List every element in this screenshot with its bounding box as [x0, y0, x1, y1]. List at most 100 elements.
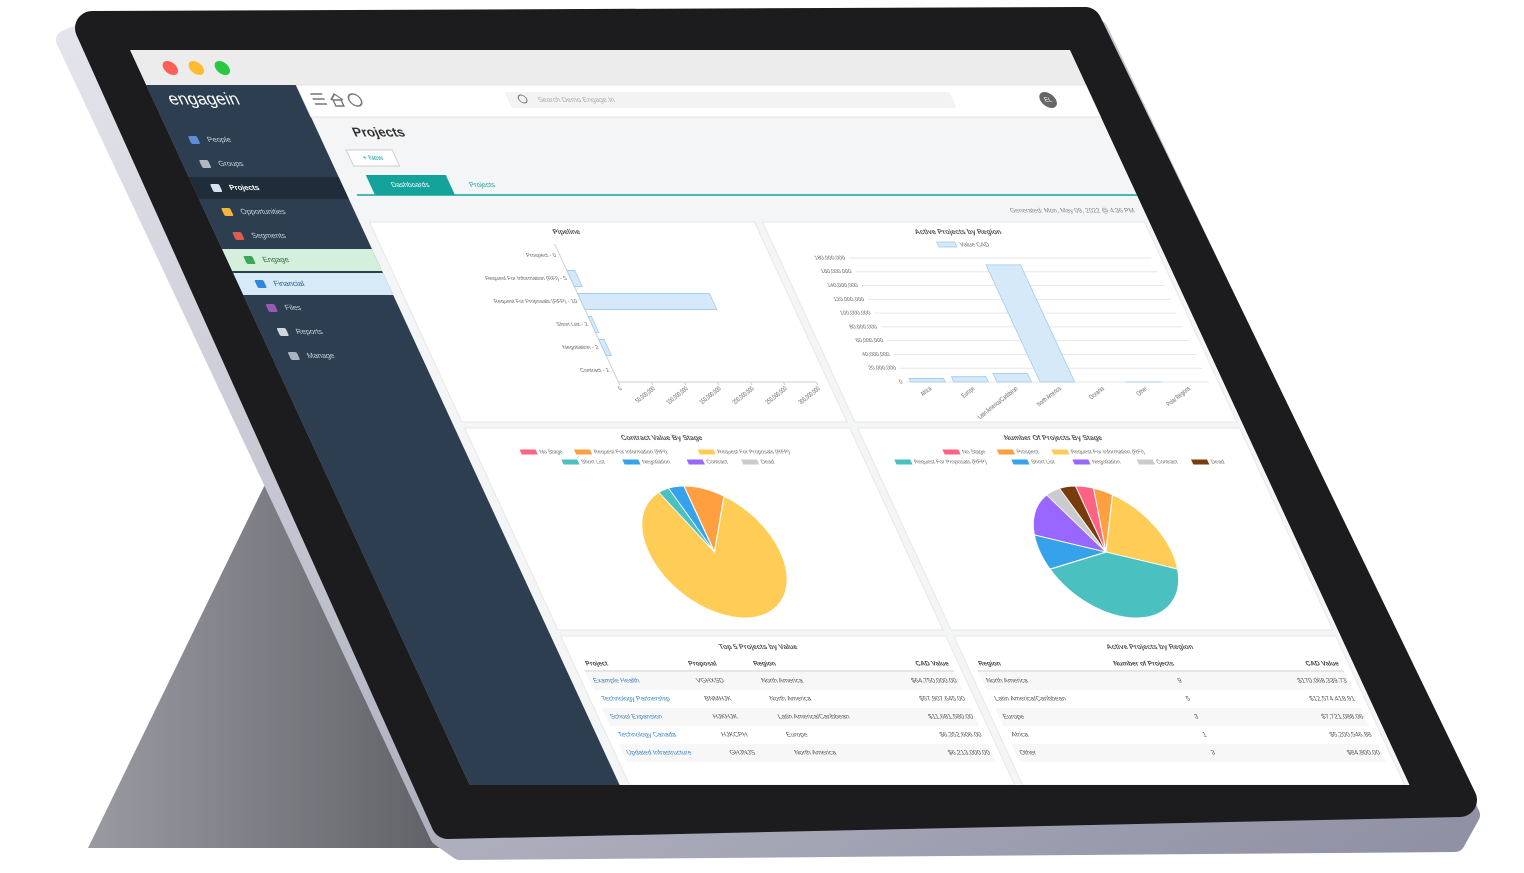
- y-tick-label: Contract - 2: [579, 368, 610, 374]
- column-header[interactable]: Region: [752, 661, 777, 668]
- x-tick: [617, 382, 621, 385]
- legend-swatch: [622, 459, 641, 465]
- bar: [566, 270, 583, 287]
- nav-item[interactable]: Segments: [250, 231, 288, 240]
- table-cell: Europe: [785, 732, 809, 739]
- table-cell: 1: [1201, 732, 1208, 739]
- table-cell: $5,200,546.88: [1329, 732, 1374, 739]
- nav-icon: [243, 256, 256, 264]
- search-icon: [517, 94, 528, 104]
- minimize-dot[interactable]: [186, 61, 206, 75]
- table-cell[interactable]: School Expansion: [609, 714, 664, 721]
- legend-swatch: [942, 449, 961, 455]
- search-box[interactable]: [504, 92, 957, 108]
- legend-swatch: [697, 449, 716, 455]
- column-header[interactable]: CAD Value: [914, 661, 950, 668]
- y-tick-label: 120,000,000: [833, 297, 866, 303]
- table-cell: 3: [1193, 714, 1200, 721]
- search-placeholder: Search Demo Engage.In: [536, 95, 617, 104]
- table-cell: 3: [1210, 750, 1217, 757]
- legend-swatch: [1072, 459, 1091, 465]
- column-header[interactable]: Proposal: [687, 661, 718, 668]
- nav-item[interactable]: Projects: [228, 183, 262, 192]
- legend-label: Request For Information (RFI): [1070, 450, 1146, 456]
- tab-label[interactable]: Projects: [468, 180, 498, 189]
- nav-item[interactable]: Engage: [261, 255, 291, 264]
- table-cell: 5: [1185, 696, 1192, 703]
- bar: [985, 264, 1076, 383]
- legend-label: Negotiation: [641, 460, 671, 466]
- legend-swatch: [519, 449, 538, 455]
- legend-swatch: [936, 241, 958, 248]
- y-tick-label: Prospect - 0: [525, 253, 557, 259]
- legend-swatch: [1051, 449, 1070, 455]
- app-window: engagein Search Demo Engage.In EL Projec…: [130, 50, 1410, 785]
- bar: [587, 316, 600, 333]
- pie-slice: [683, 486, 715, 552]
- tab-active[interactable]: [365, 175, 455, 195]
- close-dot[interactable]: [160, 61, 180, 75]
- legend-swatch: [561, 459, 580, 465]
- header-icons[interactable]: [309, 92, 364, 107]
- table-cell: North America: [985, 678, 1029, 685]
- table-cell: $6,352,606.00: [939, 732, 984, 739]
- legend-label: Contract: [706, 460, 730, 466]
- nav-item[interactable]: Manage: [305, 351, 337, 360]
- y-tick-label: 60,000,000: [855, 338, 885, 344]
- maximize-dot[interactable]: [212, 61, 232, 75]
- nav-item[interactable]: Opportunities: [239, 207, 288, 216]
- legend-label: No Stage: [539, 450, 564, 456]
- x-tick: [650, 382, 654, 385]
- x-tick-label: Other: [1136, 386, 1150, 398]
- legend-label: Short List: [580, 460, 606, 466]
- nav-icon: [254, 280, 267, 288]
- table-cell: HJKCPH: [720, 732, 749, 739]
- bar: [576, 293, 718, 310]
- nav-highlight: [233, 273, 394, 295]
- nav-icon: [232, 232, 245, 240]
- legend-label: Negotiation: [1091, 460, 1121, 466]
- table-cell[interactable]: Technology Canada: [617, 732, 678, 739]
- legend-label: Prospect: [1016, 450, 1041, 456]
- table-cell[interactable]: Example Health: [592, 678, 641, 685]
- column-header[interactable]: CAD Value: [1304, 661, 1340, 668]
- screen: engagein Search Demo Engage.In EL Projec…: [130, 50, 1410, 785]
- nav-item[interactable]: Files: [283, 303, 303, 312]
- table-cell: BNMHJK: [703, 696, 733, 703]
- nav-icon: [210, 184, 223, 192]
- table-cell[interactable]: Updated Infrastructure: [625, 750, 693, 757]
- table-cell: $64,750,000.00: [910, 678, 958, 685]
- column-header[interactable]: Region: [977, 661, 1002, 668]
- y-tick-label: Request For Information (RFI) - 5: [484, 276, 568, 282]
- table-title: Top 5 Projects by Value: [717, 642, 799, 651]
- table-cell: GHJNJS: [728, 750, 757, 757]
- new-button[interactable]: [345, 149, 401, 167]
- legend-label: Contract: [1156, 460, 1180, 466]
- table-title: Active Projects by Region: [1104, 642, 1195, 651]
- row-stripe: [978, 672, 1353, 690]
- stand: [88, 470, 450, 848]
- y-tick-label: 180,000,000: [814, 256, 847, 262]
- y-tick-label: 80,000,000: [848, 325, 878, 331]
- nav-item[interactable]: Reports: [294, 327, 324, 336]
- avatar[interactable]: [1036, 92, 1059, 108]
- generated-timestamp: Generated: Mon, May 09, 2022 @ 4:36 PM: [1009, 208, 1137, 215]
- panel: [368, 221, 848, 423]
- legend-label: Value CAD: [959, 242, 992, 249]
- column-header[interactable]: Project: [584, 661, 610, 668]
- legend-swatch: [573, 449, 593, 455]
- legend-swatch: [1011, 459, 1030, 465]
- nav-item[interactable]: Groups: [217, 159, 246, 168]
- nav-item[interactable]: People: [205, 135, 233, 144]
- table-cell: $7,721,088.06: [1320, 714, 1365, 721]
- column-header[interactable]: Number of Projects: [1112, 661, 1175, 668]
- y-tick-label: Negotiation - 2: [562, 345, 600, 351]
- row-stripe: [602, 708, 980, 726]
- table-cell[interactable]: Technology Partnership: [600, 696, 671, 703]
- chart-title: Active Projects by Region: [913, 227, 1004, 236]
- table-cell: HJKHJK: [712, 714, 740, 721]
- nav-icon: [288, 352, 300, 360]
- x-tick: [716, 382, 720, 385]
- nav-item[interactable]: Financial: [272, 279, 306, 288]
